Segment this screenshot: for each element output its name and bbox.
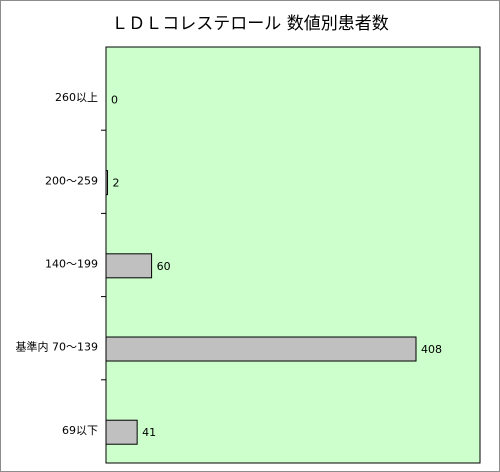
category-label-2: 200～259: [45, 174, 98, 187]
category-label-4: 基準内 70～139: [16, 340, 99, 354]
data-label-3: 60: [157, 260, 171, 273]
bar-2: [105, 170, 109, 196]
bar-3: [105, 253, 153, 279]
category-label-1: 260以上: [55, 91, 98, 104]
bar-4: [105, 336, 417, 362]
data-label-2: 2: [113, 177, 120, 190]
plot-area: [105, 46, 481, 464]
chart-title: ＬＤＬコレステロール 数値別患者数: [111, 14, 388, 34]
data-label-1: 0: [111, 93, 118, 106]
bar-5: [105, 419, 138, 445]
category-label-3: 140～199: [45, 257, 98, 270]
data-label-5: 41: [142, 426, 156, 439]
category-label-5: 69以下: [62, 424, 98, 437]
data-label-4: 408: [421, 343, 442, 356]
